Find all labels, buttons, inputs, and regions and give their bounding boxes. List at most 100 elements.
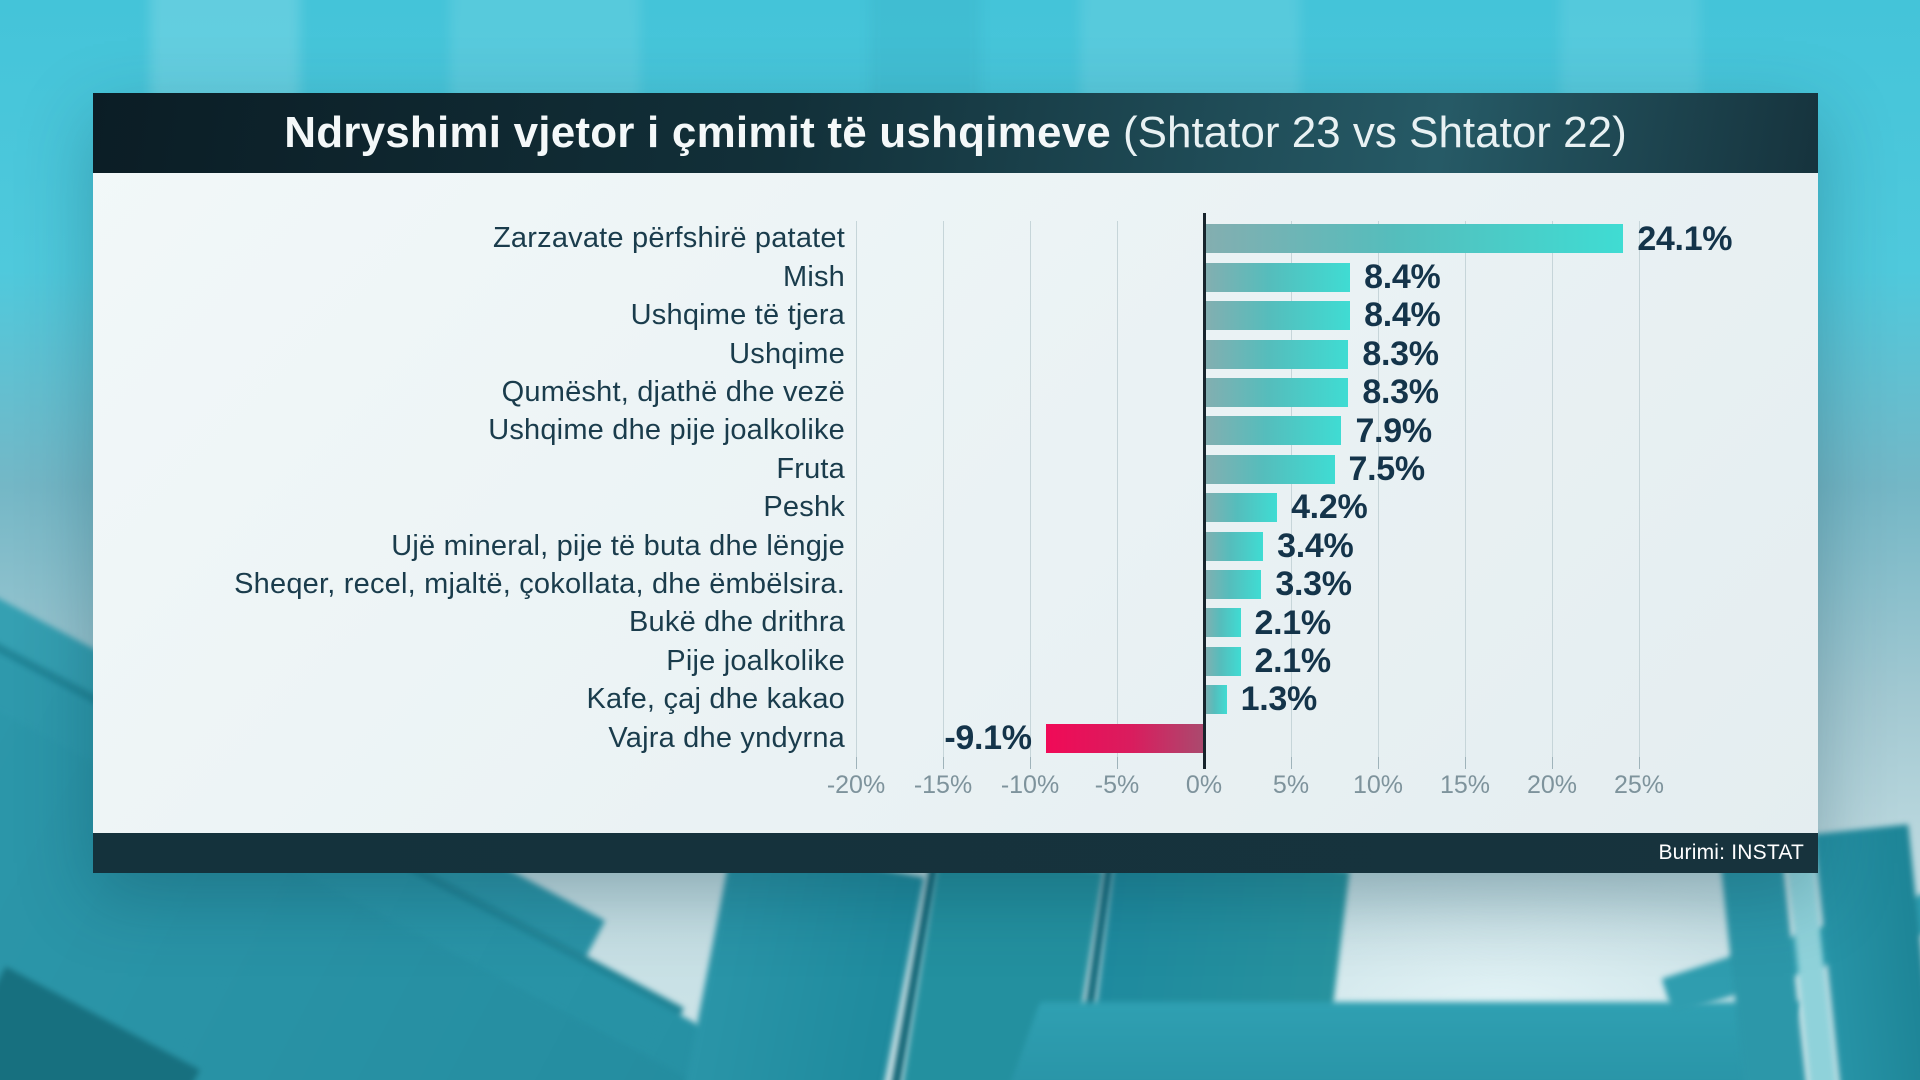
title-bar: Ndryshimi vjetor i çmimit të ushqimeve (…: [93, 93, 1818, 173]
bar-negative: [1045, 723, 1204, 753]
bg-corner-block: [0, 966, 200, 1080]
axis-tick: [1117, 757, 1118, 769]
value-label: -9.1%: [944, 718, 1032, 757]
category-label: Fruta: [776, 452, 845, 485]
grid-line: [856, 221, 857, 757]
category-label: Ujë mineral, pije të buta dhe lëngje: [391, 529, 845, 562]
chart-area: -20% -15% -10% -5% 0% 5% 10% 15% 20% 25% Zarzavate…: [93, 173, 1818, 833]
axis-tick: [856, 757, 857, 769]
value-label: 7.9%: [1355, 411, 1432, 450]
bar-positive: [1204, 339, 1349, 369]
value-label: 1.3%: [1240, 680, 1318, 719]
value-label: 24.1%: [1637, 219, 1733, 258]
chart-row: Bukë dhe drithra 2.1%: [93, 604, 1818, 642]
bar-positive: [1204, 493, 1278, 523]
grid-line: [943, 221, 944, 757]
chart-row: Ujë mineral, pije të buta dhe lëngje 3.4%: [93, 527, 1818, 565]
grid-line: [1378, 221, 1379, 757]
bar-positive: [1204, 224, 1624, 254]
chart-row: Peshk 4.2%: [93, 488, 1818, 527]
axis-tick-label: 25%: [1613, 771, 1665, 799]
chart-row: Zarzavate përfshirë patatet 24.1%: [93, 220, 1818, 258]
grid-line: [1639, 221, 1640, 757]
chart-row: Mish 8.4%: [93, 258, 1818, 296]
axis-tick-label: -10%: [1000, 771, 1060, 799]
category-label: Sheqer, recel, mjaltë, çokollata, dhe ëm…: [234, 568, 845, 601]
chart-row: Kafe, çaj dhe kakao 1.3%: [93, 680, 1818, 719]
page-title-subtitle: (Shtator 23 vs Shtator 22): [1122, 108, 1627, 157]
bar-positive: [1204, 646, 1241, 676]
axis-tick-label: 20%: [1526, 771, 1578, 799]
bg-plank: [1061, 842, 1350, 1080]
value-label: 8.3%: [1362, 334, 1439, 373]
axis-tick: [1378, 757, 1379, 769]
bar-positive: [1204, 416, 1342, 446]
bg-plank-highlight: [1784, 837, 1858, 1080]
source-bar: Burimi: INSTAT: [93, 833, 1818, 873]
category-label: Pije joalkolike: [666, 644, 845, 677]
bg-plank: [871, 844, 1104, 1080]
bar-positive: [1204, 454, 1335, 484]
chart-row: Ushqime të tjera 8.4%: [93, 296, 1818, 335]
category-label: Mish: [782, 260, 845, 293]
value-label: 8.3%: [1362, 373, 1439, 412]
axis-tick-label: -5%: [1094, 771, 1140, 799]
chart-row: Qumësht, djathë dhe vezë 8.3%: [93, 373, 1818, 411]
category-label: Bukë dhe drithra: [629, 606, 845, 639]
axis-tick: [1552, 757, 1553, 769]
grid-line: [1465, 221, 1466, 757]
category-label: Vajra dhe yndyrna: [608, 721, 845, 754]
axis-tick: [1030, 757, 1031, 769]
chart-row: Fruta 7.5%: [93, 450, 1818, 488]
category-label: Qumësht, djathë dhe vezë: [501, 376, 845, 409]
value-label: 3.4%: [1277, 526, 1354, 565]
zero-axis-line: [1202, 213, 1206, 769]
bg-step: [1661, 883, 1920, 1015]
axis-tick: [1639, 757, 1640, 769]
category-label: Ushqime të tjera: [630, 299, 845, 332]
axis-tick: [1465, 757, 1466, 769]
bg-plank: [1813, 824, 1920, 1080]
value-label: 2.1%: [1254, 603, 1332, 642]
bg-plank-seam: [854, 857, 941, 1080]
bar-positive: [1204, 378, 1349, 408]
category-label: Ushqime dhe pije joalkolike: [488, 414, 845, 447]
axis-tick: [1291, 757, 1292, 769]
value-label: 2.1%: [1254, 641, 1332, 680]
grid-line: [1117, 221, 1118, 757]
value-label: 8.4%: [1364, 296, 1441, 335]
chart-panel: Ndryshimi vjetor i çmimit të ushqimeve (…: [93, 93, 1818, 873]
bg-platform: [999, 1002, 1800, 1080]
chart-row: Vajra dhe yndyrna -9.1%: [93, 719, 1818, 757]
grid-line: [1552, 221, 1553, 757]
bar-positive: [1204, 685, 1227, 715]
bg-floor-light: [1150, 880, 1850, 1080]
axis-tick: [943, 757, 944, 769]
source-credit: Burimi: INSTAT: [1658, 841, 1804, 864]
grid-line: [1291, 221, 1292, 757]
bar-positive: [1204, 570, 1262, 600]
axis-tick-label: 15%: [1439, 771, 1491, 799]
category-label: Ushqime: [729, 337, 845, 370]
axis-tick-label: -20%: [826, 771, 886, 799]
chart-row: Sheqer, recel, mjaltë, çokollata, dhe ëm…: [93, 565, 1818, 603]
bar-positive: [1204, 262, 1351, 292]
category-label: Zarzavate përfshirë patatet: [493, 222, 845, 255]
axis-tick-label: 0%: [1185, 771, 1223, 799]
axis-tick-label: -15%: [913, 771, 973, 799]
page-title: Ndryshimi vjetor i çmimit të ushqimeve: [284, 108, 1111, 157]
bar-positive: [1204, 531, 1264, 561]
value-label: 3.3%: [1275, 565, 1352, 604]
axis-tick-label: 5%: [1272, 771, 1310, 799]
chart-row: Ushqime dhe pije joalkolike 7.9%: [93, 412, 1818, 450]
bar-positive: [1204, 301, 1351, 331]
axis-tick-label: 10%: [1352, 771, 1404, 799]
grid-line: [1030, 221, 1031, 757]
chart-row: Pije joalkolike 2.1%: [93, 642, 1818, 680]
category-label: Peshk: [763, 491, 845, 524]
value-label: 4.2%: [1291, 488, 1368, 527]
value-label: 8.4%: [1364, 257, 1441, 296]
bg-plank: [1720, 852, 1826, 1080]
bg-plank: [650, 840, 925, 1080]
